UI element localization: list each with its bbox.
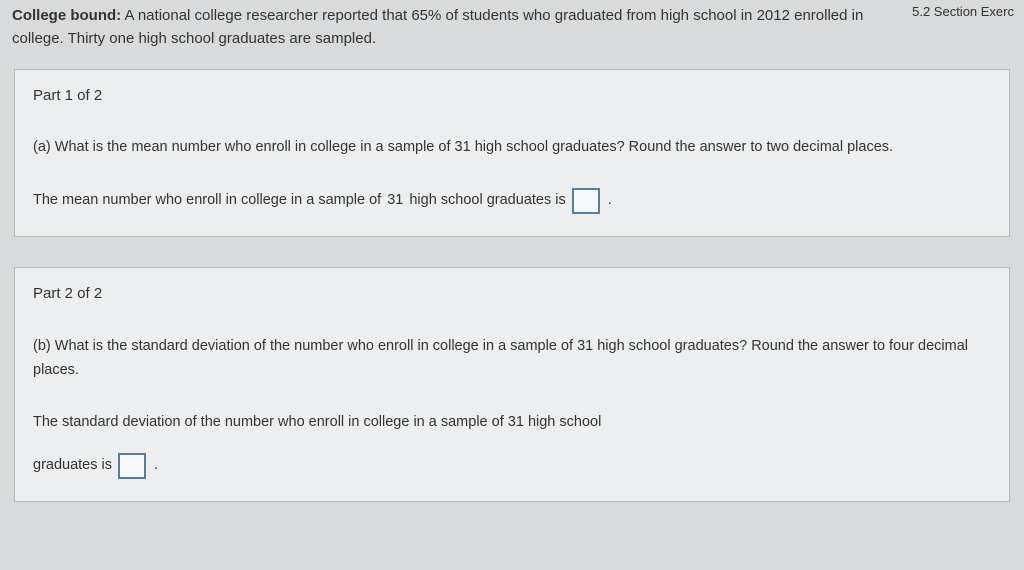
q2-letter: (b) [33,338,51,354]
intro-text-2: of students who graduated from high scho… [441,7,756,24]
part-2-answer-line-2: graduates is . [33,453,991,479]
mean-answer-input[interactable] [572,188,600,214]
intro-text-1: A national college researcher reported t… [121,7,411,24]
part-2-question: (b) What is the standard deviation of th… [33,335,991,383]
part-2-title: Part 2 of 2 [33,282,991,307]
problem-header: 5.2 Section Exerc College bound: A natio… [0,0,1024,61]
ans2-period: . [154,454,158,478]
q1-after-n: high school graduates? Round the answer … [471,139,893,155]
ans2-n: 31 [508,414,524,430]
intro-year: 2012 [757,7,790,24]
q2-n: 31 [577,338,593,354]
q2-before-n: What is the standard deviation of the nu… [51,338,577,354]
part-1-answer-line: The mean number who enroll in college in… [33,188,991,214]
intro-lead: College bound: [12,7,121,24]
section-label: 5.2 Section Exerc [912,2,1014,22]
ans2-before-n: The standard deviation of the number who… [33,414,508,430]
ans1-n: 31 [387,189,403,213]
q1-n: 31 [455,139,471,155]
ans2-after-n: high school [528,414,601,430]
part-1-box: Part 1 of 2 (a) What is the mean number … [14,69,1010,238]
part-2-box: Part 2 of 2 (b) What is the standard dev… [14,267,1010,502]
ans1-after-n: high school graduates is [409,189,565,213]
stddev-answer-input[interactable] [118,453,146,479]
part-1-title: Part 1 of 2 [33,84,991,109]
ans2-line2: graduates is [33,454,112,478]
intro-pct: 65% [411,7,441,24]
part-2-answer-line-1: The standard deviation of the number who… [33,411,991,435]
q1-letter: (a) [33,139,51,155]
q1-before-n: What is the mean number who enroll in co… [51,139,455,155]
part-1-question: (a) What is the mean number who enroll i… [33,136,991,160]
ans1-before-n: The mean number who enroll in college in… [33,189,381,213]
ans1-period: . [608,189,612,213]
